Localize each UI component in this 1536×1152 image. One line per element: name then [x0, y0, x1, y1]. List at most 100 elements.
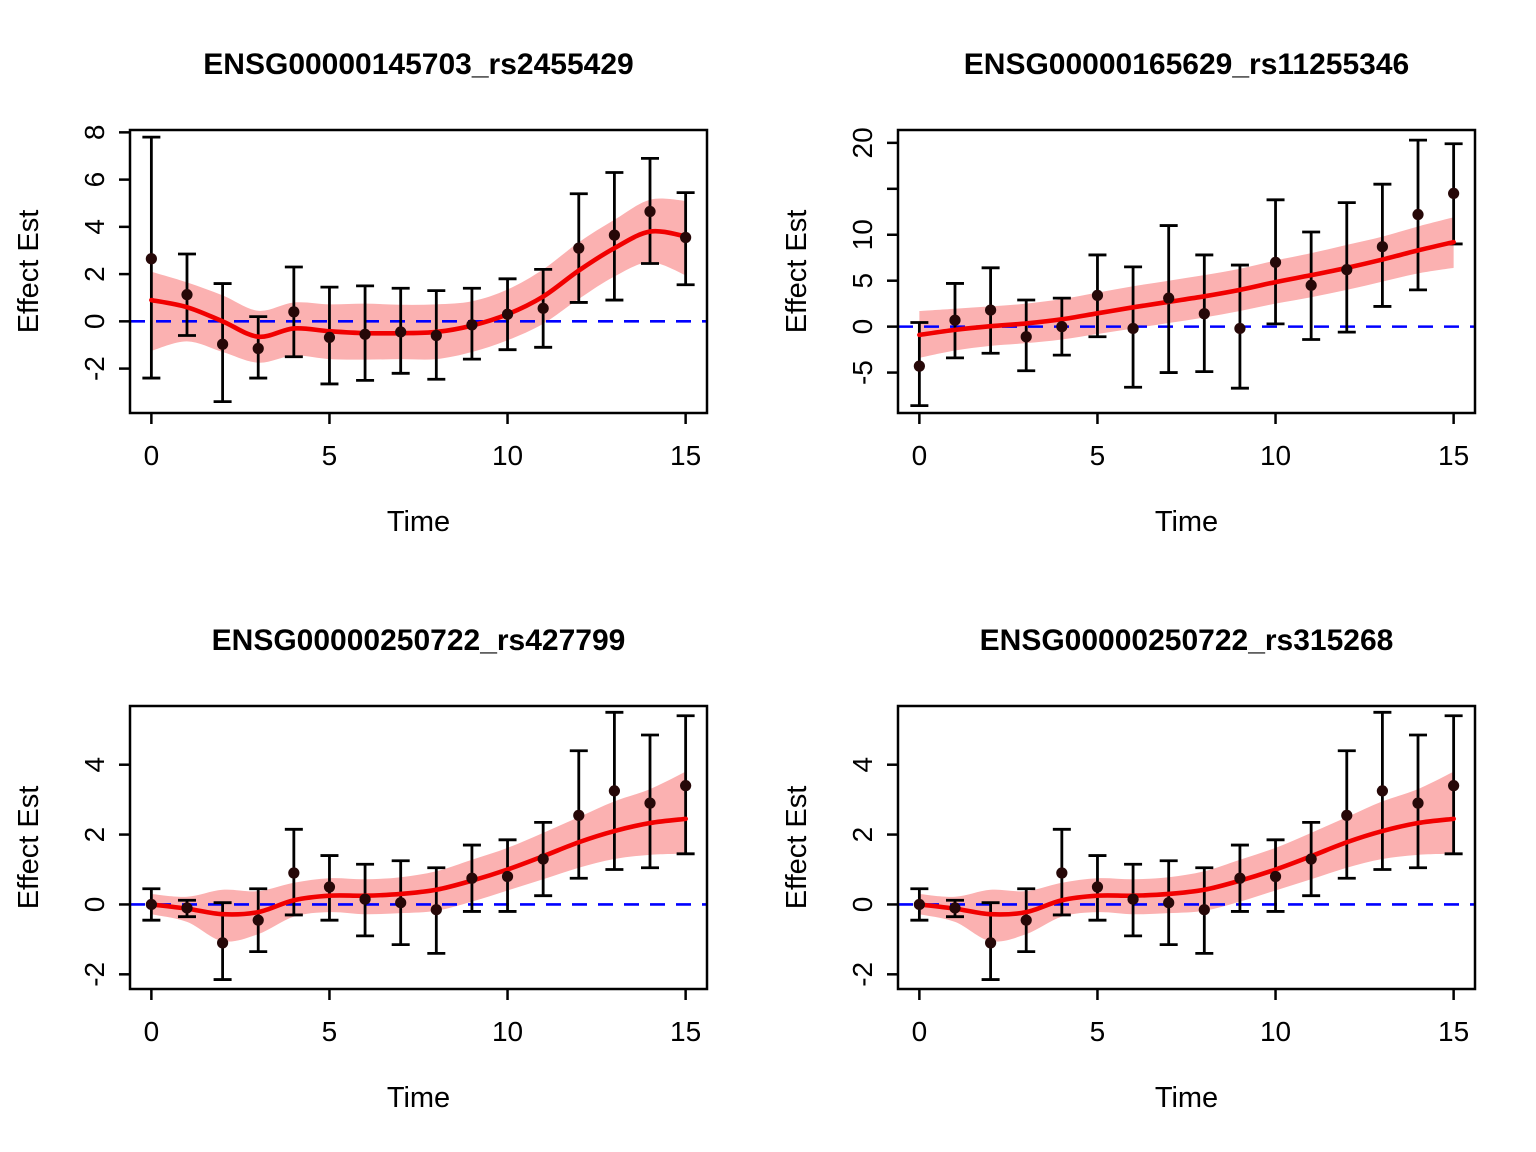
y-axis-label: Effect Est	[13, 210, 45, 334]
y-tick-label: 0	[79, 314, 110, 330]
panel-title: ENSG00000250722_rs427799	[212, 624, 626, 657]
x-tick-label: 5	[1090, 440, 1106, 471]
panel-title: ENSG00000145703_rs2455429	[203, 48, 633, 81]
data-point	[1020, 914, 1032, 926]
y-tick-label: -2	[79, 962, 110, 987]
data-point	[1198, 904, 1210, 916]
x-tick-label: 5	[1090, 1016, 1106, 1047]
data-point	[680, 780, 692, 792]
confidence-band	[151, 198, 686, 363]
y-tick-label: 4	[79, 757, 110, 773]
y-tick-label: 6	[79, 172, 110, 188]
smooth-fit-line	[149, 816, 688, 917]
y-tick-label: 2	[847, 827, 878, 843]
y-tick-label: 0	[847, 319, 878, 335]
y-tick-label: 10	[847, 219, 878, 250]
data-point	[430, 904, 442, 916]
data-point	[573, 242, 585, 254]
data-point	[466, 872, 478, 884]
x-tick-label: 0	[144, 440, 160, 471]
data-point	[145, 253, 157, 265]
data-point	[573, 809, 585, 821]
y-tick-label: -2	[847, 962, 878, 987]
x-tick-label: 15	[1438, 440, 1469, 471]
confidence-band	[919, 217, 1454, 358]
data-point	[1341, 809, 1353, 821]
plot-box	[128, 128, 709, 415]
data-point	[217, 937, 229, 949]
y-axis-label: Effect Est	[13, 786, 45, 910]
data-point	[1127, 322, 1139, 335]
data-point	[1234, 322, 1246, 335]
data-point	[145, 898, 157, 911]
data-point	[1448, 780, 1460, 792]
y-axis-label: Effect Est	[781, 786, 813, 910]
data-point	[644, 797, 656, 809]
y-tick-label: 4	[847, 757, 878, 773]
data-point	[985, 937, 997, 949]
data-point	[608, 785, 621, 797]
data-point	[1056, 867, 1068, 879]
data-point	[1412, 208, 1424, 221]
data-point	[359, 328, 371, 340]
plot-box	[128, 704, 709, 991]
x-axis-label: Time	[1155, 1082, 1218, 1114]
data-point	[985, 304, 997, 316]
data-point	[323, 881, 336, 893]
x-tick-label: 5	[322, 440, 338, 471]
plot-box	[896, 128, 1477, 415]
data-point	[1305, 279, 1317, 291]
data-point	[288, 867, 300, 879]
data-point	[1234, 872, 1246, 884]
smooth-fit-line	[917, 816, 1456, 917]
data-point	[949, 314, 961, 326]
data-point	[1448, 187, 1460, 199]
x-axis-label: Time	[387, 506, 450, 538]
confidence-band	[151, 771, 686, 942]
panel-ensg00000250722-rs427799: 0 5 10 15 -2 0 2 4 ENSG00000250722_rs427799 Time E…	[13, 624, 709, 1114]
data-point	[1269, 870, 1282, 883]
data-point	[680, 231, 692, 244]
data-point	[949, 902, 961, 914]
panel-ensg00000250722-rs315268: 0 5 10 15 -2 0 2 4 ENSG00000250722_rs315268 Time E…	[781, 624, 1477, 1114]
data-point	[1341, 264, 1353, 276]
data-point	[217, 338, 229, 350]
data-point	[252, 914, 264, 926]
data-point	[1269, 256, 1282, 268]
panel-title: ENSG00000250722_rs315268	[980, 624, 1394, 657]
y-tick-label: 20	[847, 127, 878, 158]
data-point	[1163, 897, 1175, 909]
y-tick-label: 4	[79, 219, 110, 235]
data-point	[1198, 308, 1210, 320]
data-point	[1412, 797, 1424, 809]
data-point	[537, 853, 549, 865]
x-tick-label: 15	[670, 1016, 701, 1047]
data-point	[430, 329, 442, 342]
confidence-band	[919, 771, 1454, 942]
smooth-fit-line	[149, 228, 688, 340]
data-point	[1127, 893, 1139, 905]
y-tick-label: 8	[79, 125, 110, 141]
y-tick-label: 2	[79, 827, 110, 843]
y-tick-label: 0	[847, 897, 878, 913]
data-point	[1376, 241, 1388, 253]
data-point	[1091, 289, 1104, 301]
panel-ensg00000165629-rs11255346: 0 5 10 15 -5 0 5 10 20 ENSG00000165629_rs11255346…	[781, 48, 1477, 538]
data-point	[913, 360, 925, 372]
data-point	[288, 306, 300, 318]
panel-title: ENSG00000165629_rs11255346	[964, 48, 1409, 81]
x-tick-label: 5	[322, 1016, 338, 1047]
data-point	[395, 897, 407, 909]
x-tick-label: 0	[912, 1016, 928, 1047]
data-point	[181, 289, 193, 301]
data-point	[323, 331, 336, 344]
x-tick-label: 10	[1260, 1016, 1291, 1047]
data-point	[1091, 881, 1104, 893]
data-point	[1056, 321, 1068, 333]
y-axis-label: Effect Est	[781, 210, 813, 334]
data-point	[1305, 853, 1317, 865]
data-point	[395, 326, 407, 338]
x-tick-label: 15	[1438, 1016, 1469, 1047]
x-tick-label: 10	[1260, 440, 1291, 471]
